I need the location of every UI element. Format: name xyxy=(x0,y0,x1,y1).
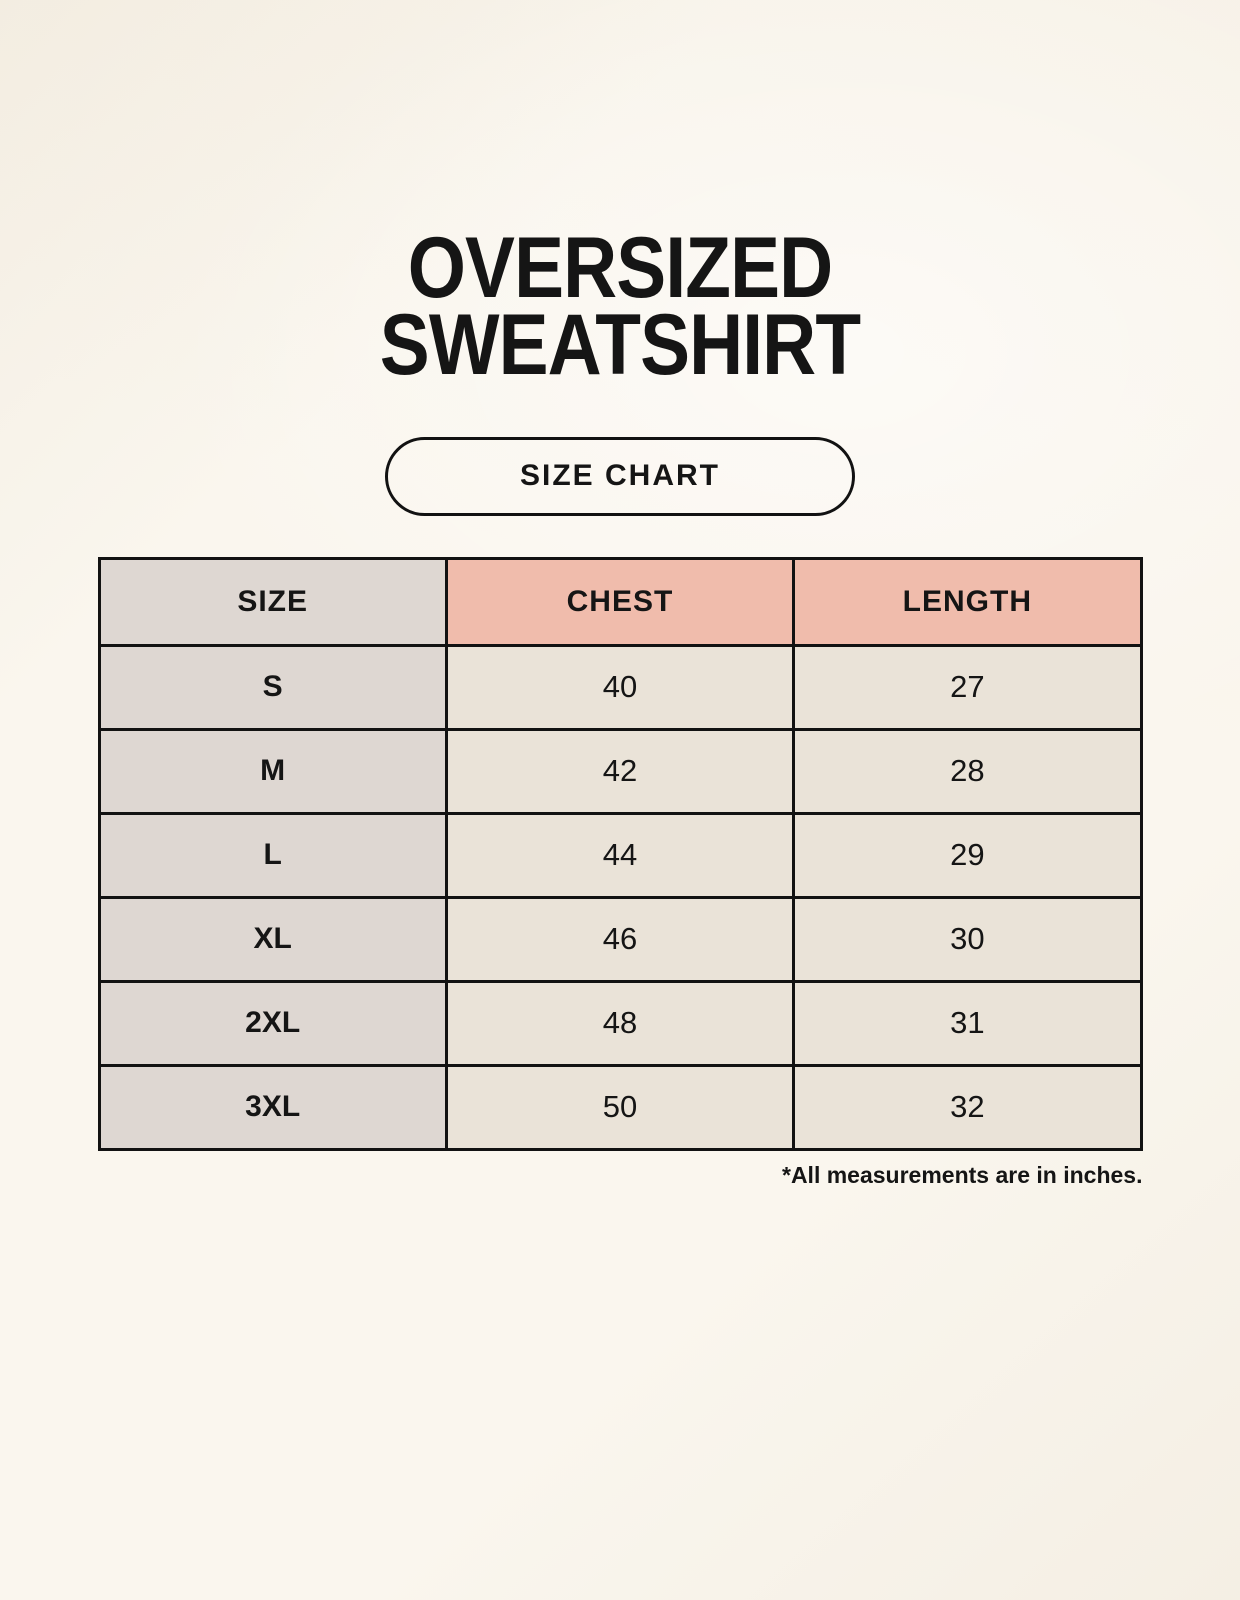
table-row: 3XL 50 32 xyxy=(97,1063,1143,1151)
column-header-size: SIZE xyxy=(97,556,448,647)
chest-cell: 46 xyxy=(444,895,796,983)
table-row: XL 46 30 xyxy=(97,895,1143,983)
length-cell: 32 xyxy=(792,1063,1143,1151)
size-cell: S xyxy=(97,643,448,731)
page-title-line1: OVERSIZED xyxy=(407,220,833,316)
chest-cell: 40 xyxy=(444,643,796,731)
size-cell: L xyxy=(97,811,448,899)
chest-cell: 42 xyxy=(444,727,796,815)
page-title: OVERSIZED SWEATSHIRT xyxy=(81,0,1160,394)
table-row: L 44 29 xyxy=(97,811,1143,899)
length-cell: 27 xyxy=(792,643,1143,731)
table-row: S 40 27 xyxy=(97,643,1143,731)
size-cell: XL xyxy=(97,895,448,983)
size-chart-table: SIZE CHEST LENGTH S 40 27 M 42 28 L 44 2… xyxy=(97,556,1143,1151)
size-cell: M xyxy=(97,727,448,815)
table-row: 2XL 48 31 xyxy=(97,979,1143,1067)
chest-cell: 48 xyxy=(444,979,796,1067)
size-cell: 3XL xyxy=(97,1063,448,1151)
length-cell: 30 xyxy=(792,895,1143,983)
size-cell: 2XL xyxy=(97,979,448,1067)
column-header-length: LENGTH xyxy=(792,556,1143,647)
chest-cell: 44 xyxy=(444,811,796,899)
length-cell: 31 xyxy=(792,979,1143,1067)
column-header-chest: CHEST xyxy=(444,556,796,647)
length-cell: 29 xyxy=(792,811,1143,899)
size-chart-button-label: SIZE CHART xyxy=(520,459,720,493)
table-row: M 42 28 xyxy=(97,727,1143,815)
size-chart-button[interactable]: SIZE CHART xyxy=(385,436,855,516)
page-title-line2: SWEATSHIRT xyxy=(379,297,861,394)
length-cell: 28 xyxy=(792,727,1143,815)
chest-cell: 50 xyxy=(444,1063,796,1151)
table-header-row: SIZE CHEST LENGTH xyxy=(97,556,1143,647)
footnote: *All measurements are in inches. xyxy=(782,1161,1143,1188)
